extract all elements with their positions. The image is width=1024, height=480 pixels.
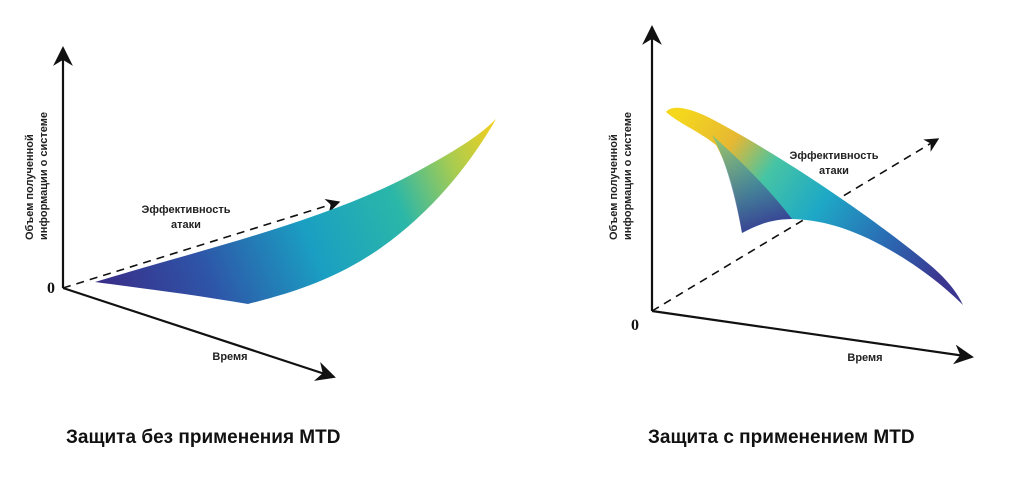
vertical-axis-label-2: информации о системе	[38, 112, 50, 240]
attack-axis-label: Эффективность	[790, 150, 879, 162]
origin-label: 0	[47, 280, 55, 297]
attack-axis	[62, 198, 341, 289]
vertical-axis-label: Объем полученной	[608, 134, 620, 240]
attack-surface	[666, 107, 963, 305]
caption-with-mtd: Защита с применением MTD	[648, 427, 915, 448]
time-axis	[651, 309, 974, 365]
attack-axis-label: Эффективность	[142, 204, 231, 216]
panel-without-mtd: Объем полученной информации о системе Эф…	[24, 46, 496, 381]
attack-axis	[651, 138, 940, 312]
vertical-axis-label-2: информации о системе	[622, 112, 634, 240]
attack-axis-label-2: атаки	[819, 165, 849, 177]
attack-surface	[95, 119, 496, 304]
origin-label: 0	[631, 317, 639, 334]
time-axis-label: Время	[212, 351, 247, 363]
time-axis-label: Время	[847, 352, 882, 364]
attack-axis-label-2: атаки	[171, 219, 201, 231]
attack-surface-shade	[712, 135, 792, 233]
caption-without-mtd: Защита без применения MTD	[66, 427, 341, 448]
time-axis	[62, 286, 336, 381]
vertical-axis-label: Объем полученной	[24, 134, 36, 240]
panel-with-mtd: Объем полученной информации о системе Эф…	[608, 25, 974, 365]
